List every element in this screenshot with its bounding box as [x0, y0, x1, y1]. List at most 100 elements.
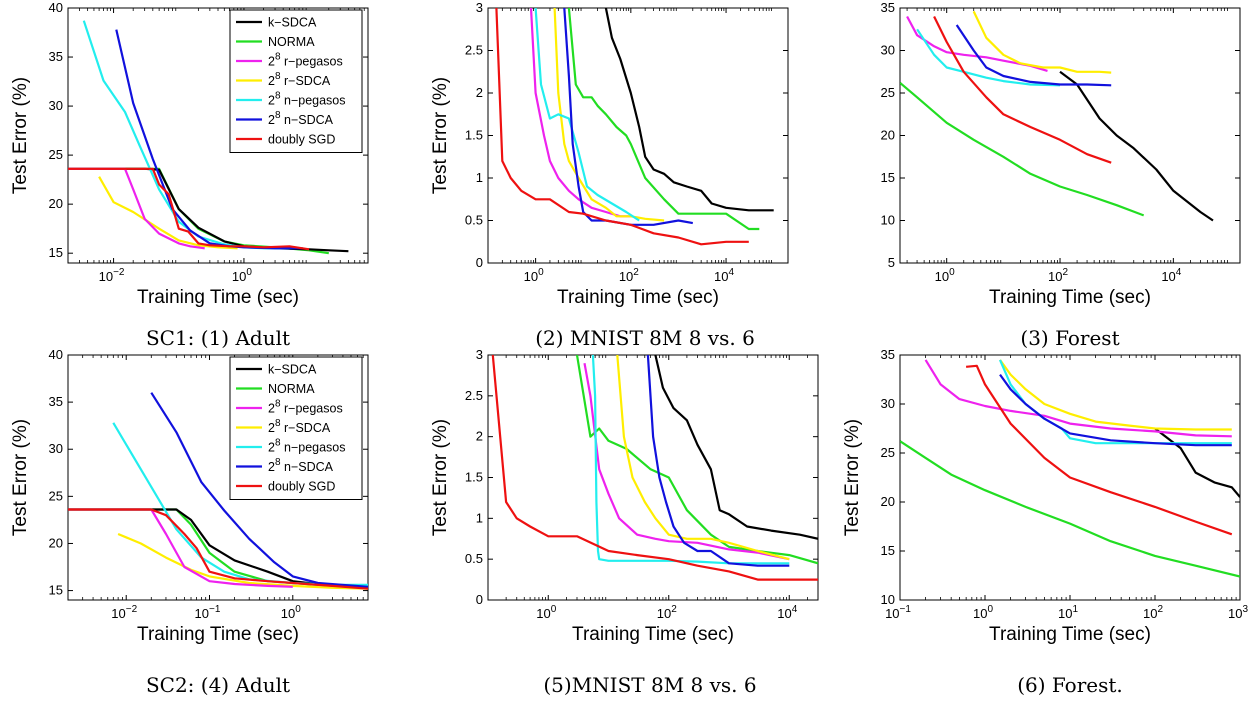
- y-axis-label: Test Error (%): [10, 419, 31, 536]
- y-tick-label: 40: [49, 347, 63, 362]
- series-line-n-pegasos: [916, 28, 1061, 87]
- panel-caption: SC1: (1) Adult: [146, 326, 290, 350]
- x-axis-label: Training Time (sec): [557, 287, 719, 308]
- y-tick-label: 0.5: [465, 551, 483, 566]
- series-group: [68, 20, 349, 255]
- x-tick-label: 104: [714, 267, 734, 284]
- series-line-r-pegasos: [529, 8, 631, 218]
- y-tick-label: 25: [49, 147, 63, 162]
- panel-caption: (3) Forest: [1020, 326, 1119, 350]
- plot-frame: [899, 7, 1241, 264]
- x-tick-label: 102: [657, 604, 677, 621]
- y-tick-label: 2: [476, 85, 483, 100]
- series-group: [900, 359, 1240, 578]
- y-axis-label: Test Error (%): [430, 419, 451, 536]
- y-tick-label: 15: [881, 170, 895, 185]
- y-tick-label: 10: [881, 592, 895, 607]
- x-axis-label: Training Time (sec): [989, 287, 1151, 308]
- y-tick-label: 3: [476, 0, 483, 15]
- legend: k−SDCA NORMA 28 r−pegasos 28 r−SDCA 28 n−peg…: [229, 356, 363, 500]
- panel-caption: (5)MNIST 8M 8 vs. 6: [543, 673, 756, 697]
- y-tick-label: 15: [49, 583, 63, 598]
- y-tick-label: 1: [476, 170, 483, 185]
- panel-caption: SC2: (4) Adult: [146, 673, 290, 697]
- series-line-k-SDCA: [1154, 427, 1240, 498]
- x-tick-label: 10−1: [195, 604, 221, 621]
- x-axis-label: Training Time (sec): [137, 287, 299, 308]
- series-line-r-pegasos: [906, 15, 1048, 72]
- series-group: [900, 10, 1214, 222]
- y-tick-label: 15: [881, 543, 895, 558]
- y-tick-label: 30: [49, 98, 63, 113]
- x-tick-label: 100: [973, 604, 993, 621]
- y-axis-label: Test Error (%): [842, 419, 863, 536]
- y-tick-label: 25: [881, 85, 895, 100]
- legend: k−SDCA NORMA 28 r−pegasos 28 r−SDCA 28 n−peg…: [229, 9, 363, 153]
- series-line-n-SDCA: [150, 392, 368, 588]
- legend-entry-r-SDCA: 28 r−SDCA: [268, 418, 331, 435]
- legend-entry-k-SDCA: k−SDCA: [268, 363, 317, 377]
- legend-entry-doubly: doubly SGD: [268, 133, 335, 147]
- y-tick-label: 0: [476, 255, 483, 270]
- series-line-r-SDCA: [972, 10, 1112, 74]
- series-line-r-pegasos: [68, 508, 293, 588]
- series-line-doubly: [933, 16, 1112, 164]
- series-line-k-SDCA: [68, 167, 349, 253]
- x-axis-label: Training Time (sec): [989, 624, 1151, 645]
- legend-entry-n-SDCA: 28 n−SDCA: [268, 110, 334, 127]
- series-line-r-SDCA: [999, 359, 1232, 431]
- y-tick-label: 20: [881, 128, 895, 143]
- legend-entry-NORMA: NORMA: [268, 35, 315, 49]
- y-tick-label: 30: [881, 396, 895, 411]
- chart-panel-1: 15 20 25 30 35 40 10−2 100 Training Time (sec) Te…: [10, 0, 369, 350]
- series-line-NORMA: [900, 81, 1145, 217]
- x-tick-label: 10−2: [99, 267, 125, 284]
- y-tick-label: 30: [49, 441, 63, 456]
- series-line-doubly: [491, 355, 818, 581]
- y-tick-label: 35: [49, 49, 63, 64]
- legend-entry-r-SDCA: 28 r−SDCA: [268, 71, 331, 88]
- y-tick-label: 1: [476, 510, 483, 525]
- y-tick-label: 35: [49, 394, 63, 409]
- x-tick-label: 102: [1143, 604, 1163, 621]
- series-line-k-SDCA: [604, 8, 774, 212]
- y-tick-label: 30: [881, 43, 895, 58]
- x-tick-label: 100: [232, 267, 252, 284]
- x-axis-label: Training Time (sec): [137, 624, 299, 645]
- x-tick-label: 101: [1058, 604, 1078, 621]
- panel-caption: (6) Forest.: [1017, 673, 1123, 697]
- series-line-k-SDCA: [654, 355, 818, 540]
- x-axis-label: Training Time (sec): [572, 624, 734, 645]
- series-line-NORMA: [900, 440, 1240, 578]
- plot-frame: [67, 354, 369, 601]
- legend-entry-n-pegasos: 28 n−pegasos: [268, 438, 346, 455]
- series-line-NORMA: [567, 8, 760, 231]
- legend-entry-n-pegasos: 28 n−pegasos: [268, 91, 346, 108]
- y-tick-label: 20: [49, 196, 63, 211]
- y-tick-label: 0: [476, 592, 483, 607]
- chart-panel-6: 10 15 20 25 30 35 10−1 100 101 102 103 Training Tim…: [842, 347, 1248, 697]
- y-tick-label: 15: [49, 245, 63, 260]
- x-tick-label: 100: [536, 604, 556, 621]
- x-tick-label: 104: [1161, 267, 1181, 284]
- panel-caption: (2) MNIST 8M 8 vs. 6: [535, 326, 755, 350]
- series-line-n-pegasos: [534, 8, 640, 222]
- series-line-NORMA: [68, 508, 368, 588]
- y-tick-label: 20: [881, 494, 895, 509]
- x-tick-label: 100: [281, 604, 301, 621]
- series-group: [68, 392, 368, 590]
- y-tick-label: 3: [476, 347, 483, 362]
- series-line-doubly: [68, 508, 368, 590]
- legend-entry-k-SDCA: k−SDCA: [268, 16, 317, 30]
- series-line-n-pegasos: [998, 359, 1232, 445]
- x-tick-label: 103: [1228, 604, 1248, 621]
- y-tick-label: 25: [881, 445, 895, 460]
- legend-entry-r-pegasos: 28 r−pegasos: [268, 399, 343, 416]
- x-tick-label: 10−1: [885, 604, 911, 621]
- x-tick-label: 100: [524, 267, 544, 284]
- chart-panel-2: 0 0.5 1 1.5 2 2.5 3 100 102 104 Training Time (sec…: [430, 0, 789, 350]
- x-tick-label: 100: [935, 267, 955, 284]
- series-line-n-SDCA: [646, 355, 790, 567]
- y-tick-label: 1.5: [465, 470, 483, 485]
